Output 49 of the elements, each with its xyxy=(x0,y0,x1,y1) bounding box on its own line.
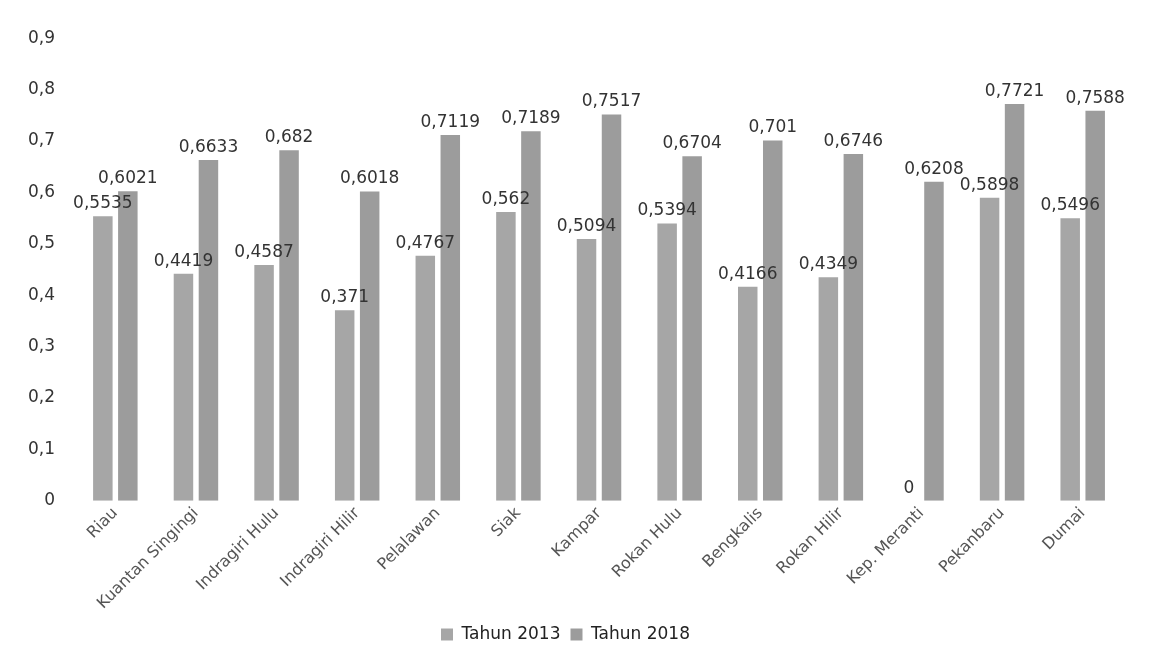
bar xyxy=(979,197,1000,501)
data-label: 0,4587 xyxy=(234,240,294,261)
legend-label: Tahun 2018 xyxy=(590,622,690,643)
data-label: 0,7119 xyxy=(420,110,481,131)
y-tick-label: 0,2 xyxy=(27,386,56,407)
y-tick-label: 0,5 xyxy=(27,232,56,253)
data-label: 0,6704 xyxy=(662,132,722,153)
bar xyxy=(657,223,677,501)
bar xyxy=(93,216,113,501)
bar xyxy=(738,286,758,501)
data-label: 0,5496 xyxy=(1040,194,1100,215)
y-tick-label: 0,4 xyxy=(27,283,56,304)
y-tick-label: 0 xyxy=(44,489,56,510)
y-tick-label: 0,6 xyxy=(27,180,56,201)
data-label: 0,562 xyxy=(481,187,531,208)
data-label: 0,7517 xyxy=(581,90,642,111)
y-tick-label: 0,9 xyxy=(27,26,56,47)
data-label: 0,5094 xyxy=(556,214,617,235)
data-label: 0 xyxy=(903,476,915,497)
y-tick-label: 0,8 xyxy=(27,78,56,99)
bar xyxy=(818,277,839,501)
bar xyxy=(924,181,944,501)
y-tick-label: 0,1 xyxy=(27,437,56,458)
y-tick-label: 0,3 xyxy=(27,335,56,356)
bar xyxy=(1060,218,1080,501)
data-label: 0,6018 xyxy=(339,167,400,188)
legend-label: Tahun 2013 xyxy=(460,622,561,643)
data-label: 0,6746 xyxy=(823,129,884,150)
bar xyxy=(334,310,355,501)
bar xyxy=(576,238,597,501)
data-label: 0,6021 xyxy=(98,167,158,188)
data-label: 0,4767 xyxy=(395,231,456,252)
data-label: 0,371 xyxy=(320,286,370,307)
data-label: 0,5394 xyxy=(637,199,697,220)
bar xyxy=(415,255,436,501)
data-label: 0,4349 xyxy=(798,253,859,274)
data-label: 0,5535 xyxy=(73,192,133,213)
data-label: 0,4166 xyxy=(718,262,778,283)
data-label: 0,4419 xyxy=(153,249,214,270)
data-label: 0,682 xyxy=(264,126,314,147)
y-tick-label: 0,7 xyxy=(27,129,56,150)
data-label: 0,701 xyxy=(748,116,798,137)
data-label: 0,7189 xyxy=(501,107,561,128)
bar xyxy=(254,265,274,501)
data-label: 0,7588 xyxy=(1065,86,1125,107)
data-label: 0,6633 xyxy=(178,135,239,156)
bar xyxy=(173,273,194,501)
data-label: 0,7721 xyxy=(984,79,1045,100)
bar xyxy=(496,211,516,501)
